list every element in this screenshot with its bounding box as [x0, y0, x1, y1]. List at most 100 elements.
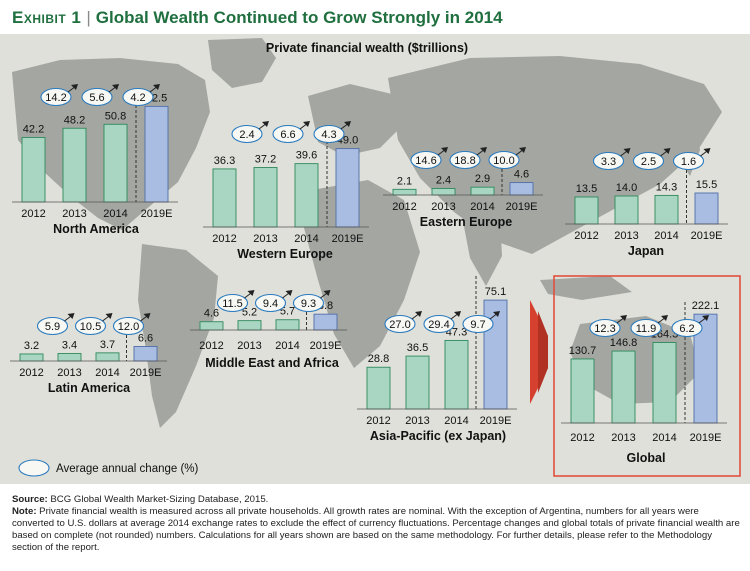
change-label: 6.6 — [280, 129, 295, 141]
change-ellipse — [630, 318, 662, 338]
year-tick-label: 2013 — [62, 208, 86, 220]
bar-value-label: 6.6 — [138, 332, 153, 344]
trend-arrow-head — [519, 147, 526, 153]
bar-2012 — [570, 358, 595, 424]
region-title: Asia-Pacific (ex Japan) — [370, 429, 506, 443]
region-title: Global — [627, 451, 666, 465]
year-tick-label: 2013 — [57, 367, 81, 379]
bar-value-label: 14.0 — [616, 182, 637, 194]
bar-2019e — [313, 313, 338, 331]
bar-2019e — [694, 192, 719, 225]
legend-label: Average annual change (%) — [56, 463, 199, 475]
map-india — [462, 214, 502, 286]
trend-arrow-head — [703, 148, 711, 154]
bar-value-label: 146.8 — [610, 337, 638, 349]
change-ellipse — [488, 150, 520, 170]
year-tick-label: 2013 — [431, 201, 455, 213]
trend-arrow-head — [303, 121, 310, 127]
year-tick-label: 2014 — [95, 367, 119, 379]
bar-value-label: 2.4 — [436, 175, 451, 187]
bar-2013 — [611, 350, 636, 424]
header-bar: Exhibit 1 | Global Wealth Continued to Gro… — [0, 0, 750, 34]
bar-value-label: 3.2 — [24, 340, 39, 352]
bar-value-label: 4.6 — [514, 169, 529, 181]
change-label: 14.6 — [415, 155, 436, 167]
year-tick-label: 2012 — [19, 367, 43, 379]
bar-2012 — [392, 188, 417, 196]
bar-value-label: 5.7 — [280, 306, 295, 318]
bar-2019e — [509, 182, 534, 196]
trend-arrow-head — [663, 148, 671, 154]
bar-value-label: 3.7 — [100, 339, 115, 351]
bar-2014 — [275, 319, 300, 331]
year-tick-label: 2012 — [199, 340, 223, 352]
change-ellipse — [216, 293, 249, 313]
year-tick-label: 2012 — [212, 233, 236, 245]
bar-2014 — [103, 123, 128, 203]
year-tick-label: 2019E — [480, 415, 512, 427]
bar-value-label: 2.9 — [475, 173, 490, 185]
change-label: 11.5 — [222, 298, 243, 310]
exhibit-label: Exhibit 1 — [12, 8, 82, 27]
change-label: 1.6 — [681, 156, 696, 168]
change-ellipse — [36, 316, 69, 336]
year-tick-label: 2014 — [294, 233, 318, 245]
year-tick-label: 2013 — [611, 432, 635, 444]
change-label: 6.2 — [679, 323, 694, 335]
change-label: 12.3 — [594, 323, 615, 335]
change-label: 4.2 — [130, 92, 145, 104]
bar-2014 — [95, 352, 120, 362]
bar-value-label: 28.8 — [368, 353, 389, 365]
bar-2012 — [212, 168, 237, 228]
change-ellipse — [231, 124, 263, 144]
trend-arrow-head — [441, 147, 448, 153]
year-tick-label: 2019E — [130, 367, 162, 379]
exhibit-heading: Global Wealth Continued to Grow Strongly… — [95, 8, 503, 27]
source-label: Source: — [12, 494, 48, 505]
bar-2012 — [21, 136, 46, 203]
trend-arrow-head — [153, 84, 160, 90]
change-ellipse — [592, 151, 625, 171]
methodology-note: Note: Private financial wealth is measur… — [12, 506, 740, 554]
trend-arrow-head — [702, 315, 709, 321]
region-title: Latin America — [48, 381, 131, 395]
bar-value-label: 15.5 — [696, 179, 717, 191]
change-ellipse — [272, 124, 304, 144]
change-ellipse — [423, 314, 455, 334]
trend-arrow-head — [285, 290, 293, 296]
bar-2013 — [253, 167, 278, 228]
footer: Source: BCG Global Wealth Market-Sizing … — [0, 484, 750, 571]
bar-2013 — [431, 188, 456, 196]
change-label: 18.8 — [454, 155, 475, 167]
year-tick-label: 2019E — [690, 432, 722, 444]
change-ellipse — [672, 151, 705, 171]
map-greenland — [208, 38, 276, 88]
bar-2012 — [19, 353, 44, 362]
year-tick-label: 2019E — [310, 340, 342, 352]
region-title: North America — [53, 222, 140, 236]
exhibit-title: Exhibit 1 | Global Wealth Continued to Gro… — [12, 8, 503, 28]
bar-2012 — [366, 366, 391, 410]
bar-2013 — [614, 195, 639, 225]
change-label: 2.5 — [641, 156, 656, 168]
chart-subtitle: Private financial wealth ($trillions) — [266, 41, 468, 55]
change-label: 14.2 — [45, 92, 66, 104]
bar-2014 — [654, 194, 679, 225]
bar-value-label: 4.6 — [204, 308, 219, 320]
change-ellipse — [632, 151, 665, 171]
map-asia — [388, 56, 722, 254]
year-tick-label: 2014 — [103, 208, 127, 220]
change-label: 10.0 — [493, 155, 514, 167]
change-label: 9.3 — [301, 298, 316, 310]
trend-arrow-head — [344, 121, 351, 127]
change-ellipse — [313, 124, 345, 144]
change-label: 29.4 — [428, 319, 449, 331]
trend-arrow-head — [247, 290, 255, 296]
bar-value-label: 42.2 — [23, 123, 44, 135]
bar-value-label: 14.3 — [656, 181, 677, 193]
